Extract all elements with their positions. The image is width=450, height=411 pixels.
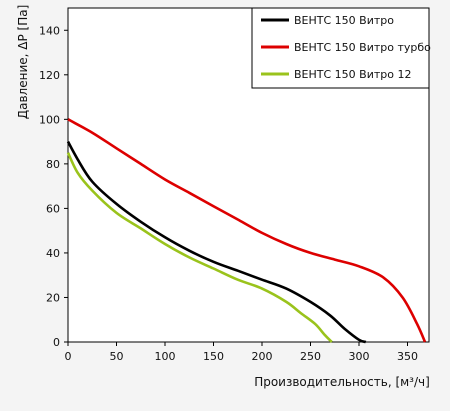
x-tick-label: 350 <box>397 350 418 363</box>
x-tick-label: 100 <box>155 350 176 363</box>
series-lines <box>66 118 427 344</box>
legend: ВЕНТС 150 Витро ВЕНТС 150 Витро турбо ВЕНТ… <box>251 7 431 89</box>
legend-label: ВЕНТС 150 Витро турбо <box>294 41 431 54</box>
series-line-3 <box>66 152 333 343</box>
x-axis-label: Производительность, [м³/ч] <box>254 375 430 389</box>
ticks: 0 50 100 150 200 250 300 350 0 20 40 60 80 100 120 140 <box>39 24 418 363</box>
x-tick-label: 0 <box>65 350 72 363</box>
x-tick-label: 250 <box>300 350 321 363</box>
series-line-1 <box>66 140 367 344</box>
x-tick-label: 200 <box>252 350 273 363</box>
y-tick-label: 80 <box>46 158 60 171</box>
y-tick-label: 40 <box>46 247 60 260</box>
legend-label: ВЕНТС 150 Витро <box>294 14 394 27</box>
legend-label: ВЕНТС 150 Витро 12 <box>294 68 411 81</box>
y-tick-label: 20 <box>46 291 60 304</box>
y-tick-label: 60 <box>46 202 60 215</box>
x-tick-label: 50 <box>110 350 124 363</box>
y-tick-label: 120 <box>39 69 60 82</box>
x-tick-label: 300 <box>349 350 370 363</box>
x-tick-label: 150 <box>203 350 224 363</box>
y-tick-label: 0 <box>53 336 60 349</box>
y-tick-label: 140 <box>39 24 60 37</box>
y-axis-label: Давление, ΔP [Па] <box>16 5 30 120</box>
y-tick-label: 100 <box>39 113 60 126</box>
series-line-2 <box>67 118 427 343</box>
